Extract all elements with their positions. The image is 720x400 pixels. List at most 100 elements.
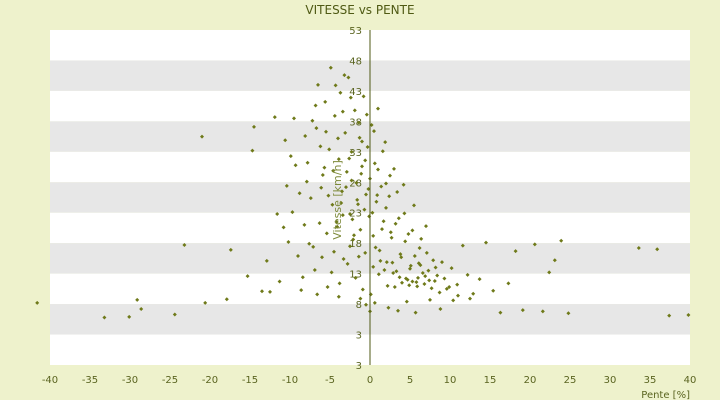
data-point (350, 217, 355, 222)
data-point (364, 112, 369, 117)
data-point (377, 248, 382, 253)
data-point (392, 166, 396, 171)
data-point (327, 147, 332, 152)
data-point (456, 293, 460, 298)
data-point (348, 95, 353, 100)
data-point (388, 173, 392, 178)
data-point (410, 228, 415, 233)
data-point (348, 211, 352, 216)
data-point (311, 244, 316, 249)
data-point (317, 221, 322, 226)
data-point (396, 308, 400, 313)
data-point (406, 232, 411, 237)
data-point (330, 202, 335, 207)
data-point (387, 194, 392, 199)
data-point (102, 315, 107, 320)
data-point (372, 300, 377, 305)
data-point (326, 193, 331, 198)
data-point (314, 126, 319, 131)
data-point (355, 197, 360, 202)
data-point (374, 199, 379, 204)
data-point (520, 308, 525, 313)
data-point (360, 287, 365, 292)
data-point (292, 116, 296, 121)
data-point (636, 246, 641, 251)
data-point (364, 192, 368, 197)
data-point (400, 280, 404, 285)
data-point (344, 185, 348, 190)
data-point (182, 243, 187, 248)
data-point (419, 236, 424, 241)
data-point (444, 286, 449, 291)
data-point (376, 272, 381, 277)
x-tick-label: 5 (407, 375, 413, 386)
data-point (396, 216, 401, 221)
data-point (308, 196, 313, 201)
data-point (424, 224, 428, 229)
data-point (224, 297, 229, 302)
data-point (378, 258, 383, 263)
y-tick-label: 38 (349, 117, 362, 128)
data-point (373, 245, 378, 250)
data-point (451, 298, 456, 303)
data-point (384, 181, 388, 186)
y-tick-label: 23 (349, 209, 362, 220)
data-point (399, 255, 404, 260)
data-point (358, 227, 363, 232)
data-point (342, 73, 347, 78)
data-point (245, 274, 250, 279)
x-tick-label: 20 (524, 375, 537, 386)
data-point (35, 300, 40, 305)
data-point (320, 255, 324, 260)
data-point (422, 281, 427, 286)
data-point (349, 149, 354, 154)
x-tick-label: 10 (444, 375, 457, 386)
data-point (416, 261, 421, 266)
data-point (433, 265, 438, 270)
x-tick-label: -5 (325, 375, 335, 386)
data-point (384, 205, 388, 210)
data-point (303, 133, 308, 138)
data-point (438, 306, 443, 311)
data-point (414, 280, 419, 285)
data-point (547, 270, 552, 275)
data-point (386, 305, 391, 310)
data-point (356, 120, 361, 125)
data-point (353, 275, 358, 280)
x-tick-label: 15 (484, 375, 497, 386)
data-point (338, 90, 343, 95)
data-point (408, 266, 412, 271)
data-point (272, 115, 277, 120)
data-point (329, 270, 334, 275)
y-tick-label: 3 (356, 361, 362, 372)
y-tick-label: 43 (349, 87, 362, 98)
data-point (300, 275, 305, 280)
data-point (416, 275, 420, 280)
data-point (297, 191, 302, 196)
data-point (552, 258, 557, 263)
y-tick-label: 3 (356, 331, 362, 342)
data-point (352, 108, 357, 113)
data-point (349, 178, 354, 183)
data-point (332, 113, 337, 118)
data-point (307, 241, 312, 246)
data-point (336, 136, 340, 141)
data-point (135, 297, 140, 302)
data-point (392, 285, 397, 290)
data-point (343, 130, 348, 135)
data-point (356, 254, 361, 259)
data-point (358, 296, 363, 301)
x-tick-label: -25 (162, 375, 178, 386)
y-tick-label: 33 (349, 148, 362, 159)
data-point (667, 313, 672, 318)
data-point (324, 231, 329, 236)
data-point (420, 271, 425, 276)
data-point (356, 202, 360, 207)
data-point (532, 242, 537, 247)
data-point (268, 289, 272, 294)
data-point (252, 124, 256, 129)
data-point (360, 139, 364, 144)
data-point (340, 109, 345, 114)
data-point (559, 238, 564, 243)
data-point (383, 140, 388, 145)
